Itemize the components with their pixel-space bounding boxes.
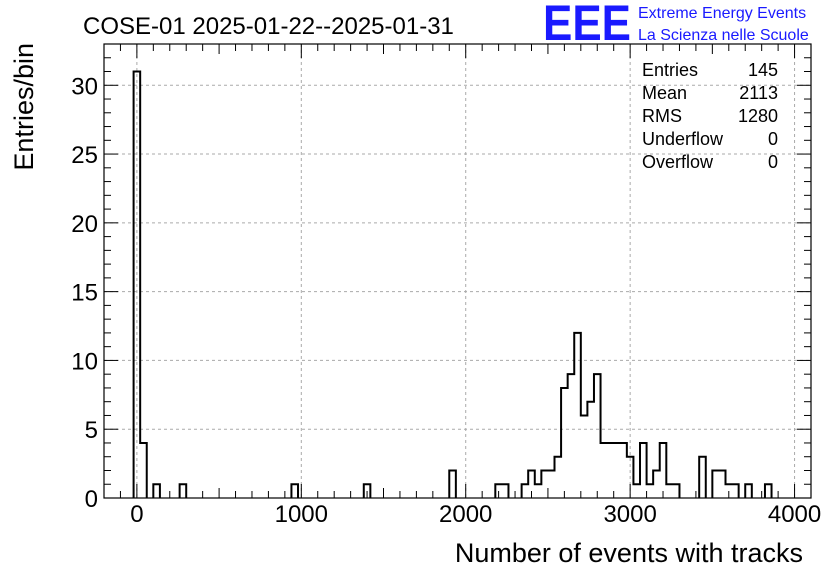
histogram-bin: [568, 374, 575, 498]
eee-logo-line2: La Scienza nelle Scuole: [638, 27, 809, 44]
histogram-bin: [666, 484, 673, 498]
y-tick-labels: 0 5 10 15 20 25 30: [71, 73, 98, 513]
histogram-bin: [653, 470, 660, 498]
stats-overflow-label: Overflow: [642, 152, 714, 172]
eee-logo-line1: Extreme Energy Events: [638, 5, 806, 22]
y-tick-label: 30: [71, 73, 98, 100]
eee-logo: EEE Extreme Energy Events La Scienza nel…: [543, 0, 809, 51]
y-tick-label: 10: [71, 348, 98, 375]
histogram-bin: [633, 484, 640, 498]
eee-logo-mark: EEE: [543, 0, 631, 51]
histogram-bin: [640, 443, 647, 498]
x-tick-label: 0: [130, 501, 143, 528]
histogram-bin: [732, 484, 739, 498]
histogram-bin: [587, 402, 594, 498]
histogram-bin: [134, 72, 141, 498]
histogram-bin: [140, 443, 147, 498]
plot-frame: [103, 43, 812, 499]
stats-underflow-label: Underflow: [642, 129, 724, 149]
histogram-bin: [614, 443, 621, 498]
stats-box: Entries 145 Mean 2113 RMS 1280 Underflow…: [642, 60, 778, 172]
stats-entries-value: 145: [748, 60, 778, 80]
histogram-bin: [765, 484, 772, 498]
histogram-bin: [574, 333, 581, 498]
stats-rms-label: RMS: [642, 106, 682, 126]
stats-underflow-value: 0: [768, 129, 778, 149]
histogram-bin: [719, 470, 726, 498]
histogram-bin: [548, 470, 555, 498]
y-tick-label: 25: [71, 142, 98, 169]
x-axis-title: Number of events with tracks: [455, 538, 803, 568]
histogram-bin: [699, 457, 706, 498]
stats-overflow-value: 0: [768, 152, 778, 172]
stats-mean-label: Mean: [642, 83, 687, 103]
histogram-bin: [601, 443, 608, 498]
stats-rms-value: 1280: [738, 106, 778, 126]
histogram-bin: [561, 388, 568, 498]
x-tick-label: 4000: [768, 501, 821, 528]
y-tick-label: 0: [85, 486, 98, 513]
histogram-bin: [541, 470, 548, 498]
y-axis-title: Entries/bin: [9, 43, 39, 171]
histogram-bin: [180, 484, 187, 498]
histogram-bin: [673, 484, 680, 498]
stats-entries-label: Entries: [642, 60, 698, 80]
histogram-bin: [745, 484, 752, 498]
histogram-bin: [535, 484, 542, 498]
histogram-bin: [594, 374, 601, 498]
histogram-bins: [132, 70, 773, 498]
stats-mean-value: 2113: [739, 83, 778, 103]
grid-lines: [104, 44, 811, 499]
x-tick-labels: 0 1000 2000 3000 4000: [130, 501, 821, 528]
histogram-bin: [581, 415, 588, 498]
y-tick-label: 20: [71, 211, 98, 238]
x-tick-label: 1000: [275, 501, 328, 528]
histogram-bin: [660, 443, 667, 498]
x-tick-label: 3000: [603, 501, 656, 528]
histogram-bin: [555, 457, 562, 498]
histogram-bin: [291, 484, 298, 498]
histogram-bin: [449, 470, 456, 498]
histogram-bin: [620, 443, 627, 498]
histogram-bin: [522, 484, 529, 498]
histogram-bin: [712, 470, 719, 498]
histogram-bin: [647, 484, 654, 498]
axis-ticks: [103, 43, 812, 499]
histogram-outline: [132, 70, 773, 498]
chart-title: COSE-01 2025-01-22--2025-01-31: [83, 13, 454, 40]
histogram-bin: [502, 484, 509, 498]
histogram-bin: [607, 443, 614, 498]
histogram-bin: [153, 484, 160, 498]
x-tick-label: 2000: [439, 501, 492, 528]
y-tick-label: 15: [71, 280, 98, 307]
y-tick-label: 5: [85, 417, 98, 444]
